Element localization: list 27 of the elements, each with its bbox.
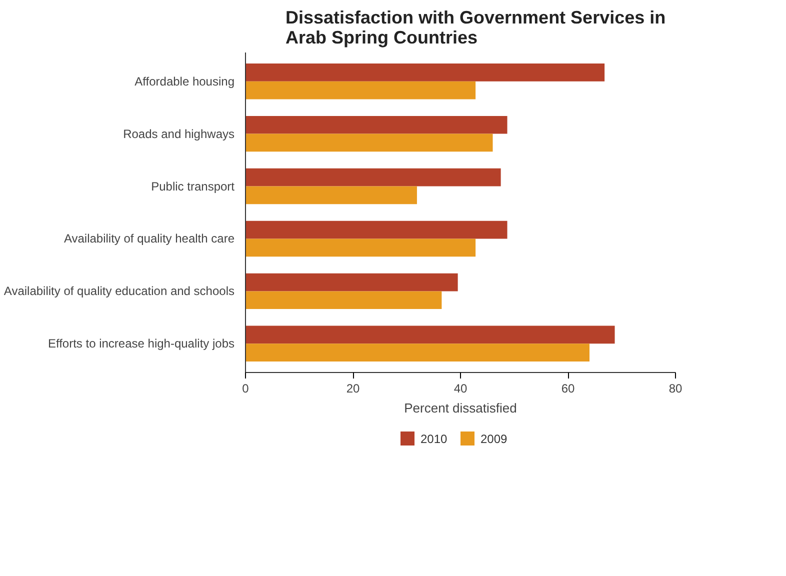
bar: [246, 116, 508, 134]
bar: [246, 81, 476, 100]
legend-label: 2010: [420, 432, 448, 446]
x-tick-label: 0: [242, 382, 250, 396]
y-tick-label: Public transport: [151, 179, 236, 194]
legend-label: 2009: [480, 432, 508, 446]
y-tick-label: Availability of quality education and schools: [4, 284, 235, 298]
y-tick-label: Affordable housing: [134, 74, 235, 88]
bar: [246, 291, 442, 310]
bar: [246, 344, 590, 362]
y-tick-label: Roads and highways: [123, 126, 234, 141]
bar: [246, 273, 458, 292]
bar: [246, 238, 476, 257]
y-tick-label: Efforts to increase high-quality jobs: [48, 336, 234, 351]
bar: [246, 326, 615, 344]
x-tick-label: 80: [668, 382, 682, 396]
x-axis-title: Percent dissatisfied: [404, 400, 517, 416]
bar: [246, 168, 501, 186]
x-tick-label: 60: [561, 382, 575, 396]
x-tick-label: 40: [454, 382, 468, 396]
bar: [246, 64, 605, 82]
bar: [246, 134, 493, 152]
y-tick-label: Availability of quality health care: [64, 232, 235, 246]
x-tick-label: 20: [346, 382, 360, 396]
bar: [246, 220, 508, 239]
chart-title: Dissatisfaction with Government Services in Arab Spring Countries: [286, 8, 666, 48]
bar: [246, 186, 417, 204]
